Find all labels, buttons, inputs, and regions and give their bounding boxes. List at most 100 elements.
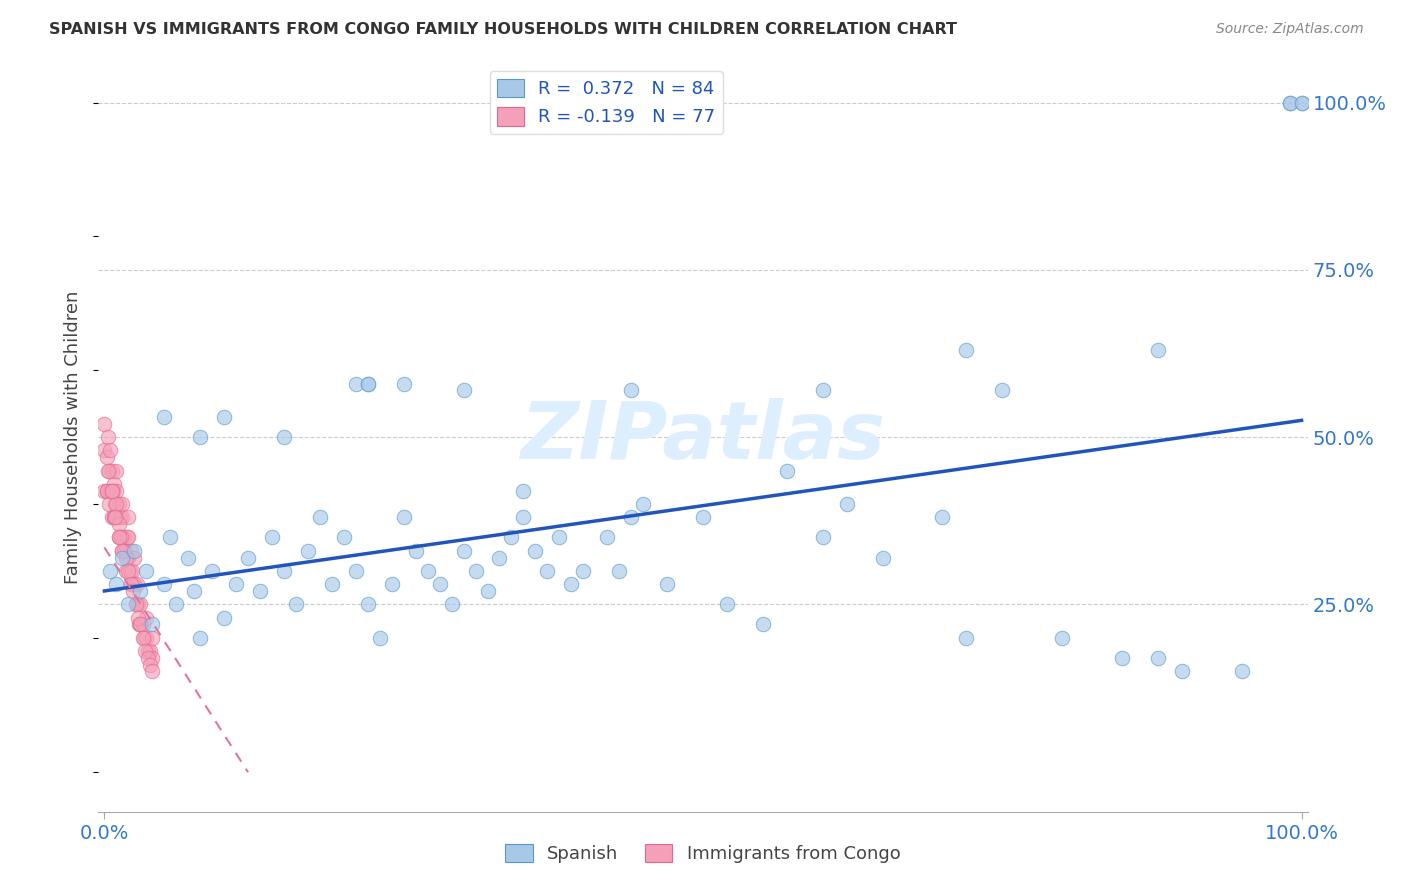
Point [124, 577, 146, 591]
Point [333, 530, 356, 544]
Point [560, 577, 582, 591]
Point [453, 543, 475, 558]
Point [100, 483, 122, 498]
Point [1291, 95, 1313, 110]
Point [811, 384, 834, 398]
Point [122, 577, 145, 591]
Point [101, 483, 124, 498]
Point [416, 564, 439, 578]
Point [117, 550, 139, 565]
Point [811, 530, 834, 544]
Point [103, 476, 125, 491]
Point [596, 530, 619, 544]
Point [776, 464, 799, 478]
Point [1230, 664, 1253, 679]
Point [100, 564, 122, 578]
Point [752, 617, 775, 632]
Point [1278, 95, 1301, 110]
Text: SPANISH VS IMMIGRANTS FROM CONGO FAMILY HOUSEHOLDS WITH CHILDREN CORRELATION CHA: SPANISH VS IMMIGRANTS FROM CONGO FAMILY … [49, 22, 957, 37]
Point [120, 577, 142, 591]
Point [165, 598, 187, 612]
Point [110, 530, 132, 544]
Point [655, 577, 678, 591]
Point [1291, 95, 1313, 110]
Point [129, 617, 152, 632]
Point [141, 617, 163, 632]
Point [107, 497, 129, 511]
Point [477, 583, 499, 598]
Point [124, 543, 146, 558]
Point [111, 497, 134, 511]
Point [112, 543, 135, 558]
Point [835, 497, 858, 511]
Point [105, 497, 128, 511]
Point [548, 530, 571, 544]
Point [620, 384, 643, 398]
Point [381, 577, 404, 591]
Point [141, 651, 163, 665]
Point [141, 631, 163, 645]
Point [440, 598, 463, 612]
Point [111, 550, 134, 565]
Point [153, 410, 176, 425]
Point [124, 598, 146, 612]
Point [1111, 651, 1133, 665]
Point [107, 530, 129, 544]
Point [405, 543, 427, 558]
Point [620, 510, 643, 524]
Point [159, 530, 181, 544]
Point [112, 530, 135, 544]
Point [105, 510, 128, 524]
Point [127, 611, 149, 625]
Point [1171, 664, 1194, 679]
Point [122, 583, 145, 598]
Point [135, 564, 157, 578]
Point [872, 550, 894, 565]
Point [931, 510, 953, 524]
Point [524, 543, 547, 558]
Point [236, 550, 259, 565]
Point [98, 497, 121, 511]
Point [96, 450, 118, 465]
Point [512, 510, 534, 524]
Point [132, 631, 155, 645]
Point [121, 564, 143, 578]
Point [955, 631, 977, 645]
Text: ZIPatlas: ZIPatlas [520, 398, 886, 476]
Point [297, 543, 319, 558]
Point [111, 543, 134, 558]
Text: Source: ZipAtlas.com: Source: ZipAtlas.com [1216, 22, 1364, 37]
Point [136, 651, 159, 665]
Point [117, 530, 139, 544]
Point [96, 483, 118, 498]
Point [357, 376, 380, 391]
Point [135, 611, 157, 625]
Point [100, 464, 122, 478]
Point [212, 410, 235, 425]
Point [132, 617, 155, 632]
Point [201, 564, 224, 578]
Point [183, 583, 205, 598]
Point [103, 510, 125, 524]
Point [117, 564, 139, 578]
Point [1050, 631, 1073, 645]
Point [692, 510, 714, 524]
Point [368, 631, 391, 645]
Point [111, 543, 134, 558]
Point [120, 543, 142, 558]
Point [955, 343, 977, 358]
Point [111, 510, 134, 524]
Point [134, 644, 156, 658]
Point [273, 430, 295, 444]
Point [212, 611, 235, 625]
Point [127, 598, 149, 612]
Point [100, 483, 122, 498]
Point [716, 598, 738, 612]
Point [107, 517, 129, 532]
Point [321, 577, 343, 591]
Point [129, 598, 152, 612]
Point [108, 510, 131, 524]
Point [132, 631, 155, 645]
Point [392, 376, 415, 391]
Point [141, 664, 163, 679]
